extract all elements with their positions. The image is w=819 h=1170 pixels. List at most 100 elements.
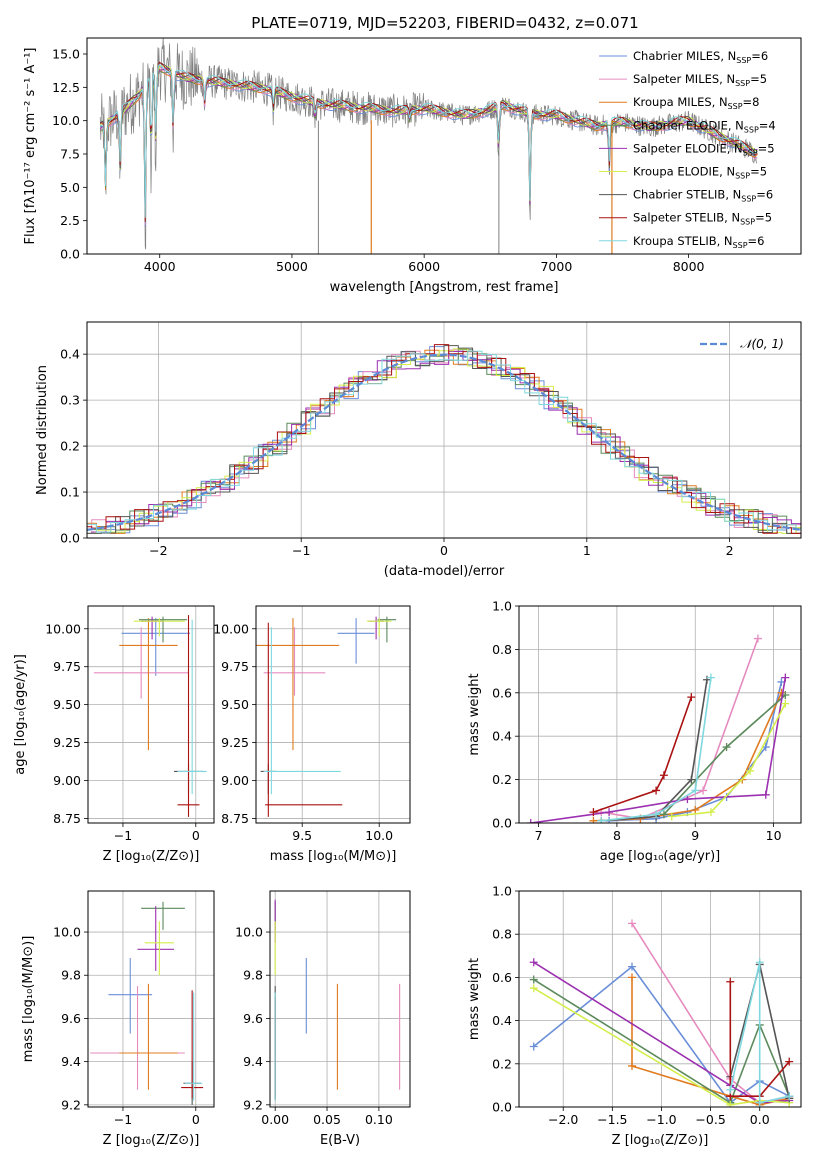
model-line — [99, 66, 758, 227]
data-point — [605, 808, 614, 817]
data-point — [526, 819, 535, 823]
y-tick-label: 9.4 — [61, 1054, 81, 1069]
plot-content — [93, 615, 207, 817]
x-tick-label: 6000 — [408, 259, 440, 274]
y-tick-label: 9.25 — [221, 735, 249, 750]
data-point — [683, 795, 692, 804]
legend-label: 𝒩(0, 1) — [740, 337, 784, 351]
legend-label-tail: =4 — [759, 118, 776, 132]
legend-label-sub: SSP — [735, 79, 750, 88]
data-point — [529, 984, 538, 993]
x-axis-label: wavelength [Angstrom, rest frame] — [330, 280, 559, 295]
chart-age-vs-mass: 9.5 10.0 8.75 9.00 9.25 9.50 9.75 10.00 mass [lo… — [213, 605, 411, 864]
y-tick-label: 2.5 — [60, 213, 80, 228]
y-tick-label: 0.6 — [492, 970, 512, 985]
x-tick-label: 10.0 — [365, 828, 393, 843]
x-axis-label: mass [log₁₀(M/M⊙)] — [270, 849, 397, 864]
legend-label-tail: =8 — [743, 95, 760, 109]
x-axis-label: Z [log₁₀(Z/Z⊙)] — [612, 1133, 709, 1148]
data-point — [529, 975, 538, 984]
y-tick-label: 10.0 — [235, 925, 263, 940]
legend-label-text: Chabrier STELIB, N — [633, 188, 741, 202]
gaussian-curve — [87, 353, 801, 531]
legend-label: Chabrier MILES, NSSP=6 — [633, 49, 768, 65]
y-tick-label: 9.50 — [53, 697, 81, 712]
data-point — [659, 810, 668, 819]
y-tick-label: 9.2 — [243, 1097, 263, 1112]
y-tick-label: 0.2 — [60, 439, 80, 454]
plot-area: 4000 5000 6000 7000 80000.02.55.07.510.012.5… — [13, 37, 802, 1148]
y-tick-label: 9.6 — [243, 1011, 263, 1026]
data-point — [659, 771, 668, 780]
x-tick-label: −1 — [292, 543, 310, 558]
data-point — [746, 766, 755, 775]
plot-content — [256, 616, 397, 817]
legend-label-text: Salpeter MILES, N — [633, 72, 735, 86]
legend-label-tail: =6 — [748, 234, 765, 248]
data-point — [687, 775, 696, 784]
data-point — [529, 1042, 538, 1051]
data-point — [753, 634, 762, 643]
axes-frame — [518, 605, 802, 824]
legend-label-tail: =6 — [756, 188, 773, 202]
data-point — [597, 816, 606, 823]
chart-age-vs-z: −1 0 8.75 9.00 9.25 9.50 9.75 10.00 Z [log₁₀(Z/Z… — [13, 605, 215, 864]
y-tick-label: 10.0 — [53, 925, 81, 940]
series-line — [729, 962, 790, 1104]
y-tick-label: 0.0 — [60, 531, 80, 546]
legend-label-text: Chabrier MILES, N — [633, 49, 736, 63]
x-axis-label: age [log₁₀(age/yr)] — [600, 849, 721, 864]
axes-frame — [255, 605, 411, 824]
y-tick-label: 9.25 — [53, 735, 81, 750]
data-point — [706, 673, 715, 682]
y-tick-label: 9.00 — [53, 773, 81, 788]
data-point — [667, 812, 676, 821]
data-point — [726, 977, 735, 986]
legend-label-tail: =5 — [755, 211, 772, 225]
axes-frame — [87, 605, 215, 824]
y-tick-label: 0.0 — [492, 816, 512, 831]
data-point — [755, 958, 764, 967]
series-line — [631, 922, 790, 1104]
x-tick-label: 0 — [440, 543, 448, 558]
y-tick-label: 0.2 — [492, 1056, 512, 1071]
x-tick-label: −0.5 — [695, 1112, 725, 1127]
legend-label-sub: SSP — [744, 125, 759, 134]
y-tick-label: 12.5 — [52, 80, 80, 95]
series-line — [601, 679, 708, 822]
x-tick-label: −1 — [114, 1112, 132, 1127]
y-tick-label: 8.75 — [53, 811, 81, 826]
data-point — [706, 808, 715, 817]
data-point — [589, 808, 598, 817]
y-axis-label: Flux [fλ10⁻¹⁷ erg cm⁻² s⁻¹ A⁻¹] — [23, 48, 38, 245]
x-tick-label: −1.0 — [646, 1112, 676, 1127]
y-axis-label: Normed distribution — [35, 365, 50, 495]
y-tick-label: 9.4 — [243, 1054, 263, 1069]
legend-label-sub: SSP — [736, 56, 751, 65]
y-axis-label: mass weight — [467, 673, 482, 755]
y-tick-label: 1.0 — [492, 599, 512, 614]
x-tick-label: −2 — [149, 543, 167, 558]
legend-label: Salpeter STELIB, NSSP=5 — [633, 211, 772, 227]
series-line — [593, 696, 693, 813]
x-tick-label: 0 — [192, 828, 200, 843]
x-axis-label: E(B-V) — [320, 1133, 360, 1148]
legend-label: Kroupa ELODIE, NSSP=5 — [633, 165, 767, 181]
plot-content — [90, 901, 204, 1105]
data-point — [785, 1092, 794, 1101]
data-point — [691, 805, 700, 814]
x-tick-label: 8 — [613, 828, 621, 843]
legend-label-text: Kroupa STELIB, N — [633, 234, 733, 248]
x-tick-label: −2.0 — [548, 1112, 578, 1127]
x-tick-label: −1.5 — [597, 1112, 627, 1127]
legend-label-sub: SSP — [740, 218, 755, 227]
legend-label-sub: SSP — [735, 172, 750, 181]
x-tick-label: 5000 — [276, 259, 308, 274]
legend-label-tail: =5 — [758, 141, 775, 155]
chart-mass-vs-ebv: 0.00 0.05 0.10 9.2 9.4 9.6 9.8 10.0 E(B-V) — [235, 890, 411, 1148]
x-tick-label: 8000 — [673, 259, 705, 274]
axes-frame — [518, 890, 802, 1108]
legend-label-sub: SSP — [733, 241, 748, 250]
